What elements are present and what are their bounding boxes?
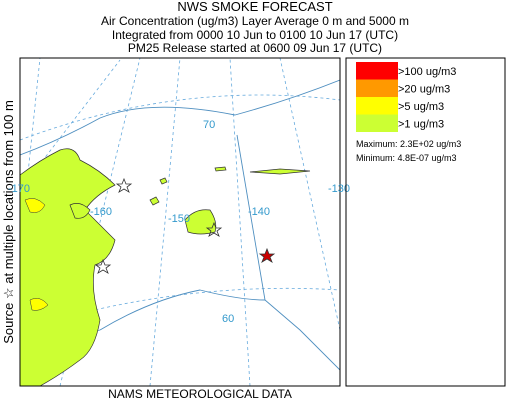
map-label: -150 [168, 213, 190, 225]
map: -170 -160 -150 -140 -130 70 60 [8, 57, 350, 387]
title: NWS SMOKE FORECAST [177, 0, 332, 14]
legend-swatch [356, 79, 398, 97]
side-label: Source ☆ at multiple locations from 100 … [1, 100, 16, 344]
legend-swatch [356, 114, 398, 132]
legend-label: >5 ug/m3 [398, 101, 444, 113]
legend-maximum: Maximum: 2.3E+02 ug/m3 [356, 139, 461, 149]
legend-label: >1 ug/m3 [398, 119, 444, 131]
map-label: -170 [8, 183, 30, 195]
map-label: -160 [90, 206, 112, 218]
map-label: -140 [248, 206, 270, 218]
subtitle-line: Integrated from 0000 10 Jun to 0100 10 J… [112, 28, 398, 42]
map-label: -130 [328, 183, 350, 195]
legend-swatch [356, 97, 398, 115]
legend-minimum: Minimum: 4.8E-07 ug/m3 [356, 153, 457, 163]
legend-label: >20 ug/m3 [398, 84, 450, 96]
source-marker [94, 177, 276, 274]
map-frame [19, 57, 341, 387]
legend-swatch [356, 62, 398, 80]
legend: Maximum: 2.3E+02 ug/m3 Minimum: 4.8E-07 … [345, 57, 506, 387]
subtitle-line: Air Concentration (ug/m3) Layer Average … [101, 14, 409, 28]
map-label: 70 [203, 119, 215, 131]
subtitle-line: PM25 Release started at 0600 09 Jun 17 (… [128, 41, 382, 55]
smoke-area [20, 148, 311, 386]
map-label: 60 [222, 313, 234, 325]
legend-frame [345, 57, 506, 387]
footer: NAMS METEOROLOGICAL DATA [108, 387, 292, 401]
legend-label: >100 ug/m3 [398, 66, 456, 78]
smoke-area-high [24, 198, 49, 311]
